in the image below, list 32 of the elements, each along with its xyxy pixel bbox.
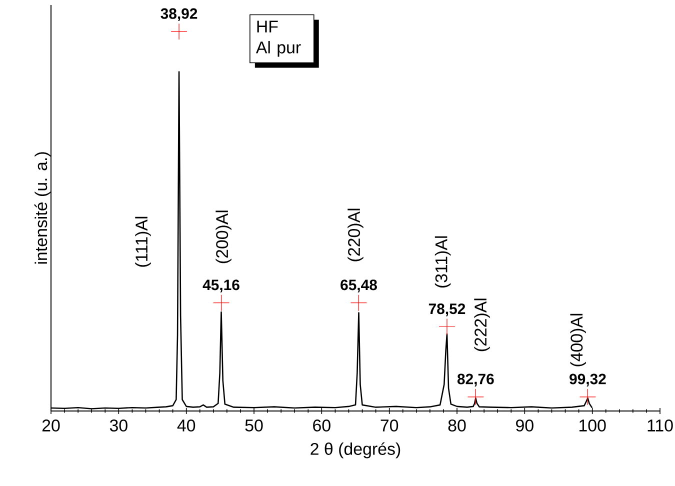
x-tick-label: 20 xyxy=(42,420,60,432)
x-tick-label: 80 xyxy=(448,420,466,432)
x-tick-label: 110 xyxy=(648,420,673,432)
annotation: (220)Al xyxy=(348,208,364,262)
point xyxy=(579,388,596,406)
point xyxy=(438,318,456,336)
annotation: 45,16 xyxy=(202,280,240,292)
annotation: (400)Al xyxy=(570,314,586,366)
x-tick-label: 90 xyxy=(516,420,534,432)
y-axis-title: intensité (u. a.) xyxy=(34,152,50,264)
annotation: (111)Al xyxy=(135,216,151,267)
x-tick-label: 30 xyxy=(110,420,128,432)
annotation: (311)Al xyxy=(434,236,451,288)
annotation: (200)Al xyxy=(216,210,232,264)
x-tick-label: 50 xyxy=(245,420,263,432)
point xyxy=(350,294,368,312)
annotation: 99,32 xyxy=(570,374,606,386)
annotation: 65,48 xyxy=(340,280,377,292)
point xyxy=(170,23,188,40)
point xyxy=(212,294,230,312)
annotation: HF xyxy=(257,20,278,32)
annotation: Al pur xyxy=(256,41,301,57)
x-tick-label: 40 xyxy=(177,420,196,432)
x-tick-label: 70 xyxy=(380,420,398,432)
annotation: 82,76 xyxy=(457,374,494,386)
annotation: 38,92 xyxy=(160,8,198,22)
x-tick-label: 60 xyxy=(313,420,330,432)
x-tick-label: 100 xyxy=(580,420,606,432)
annotation: 78,52 xyxy=(428,304,466,316)
point xyxy=(467,388,484,406)
annotation: (222)Al xyxy=(474,298,490,352)
x-axis-title: 2 θ (degrés) xyxy=(310,442,400,458)
